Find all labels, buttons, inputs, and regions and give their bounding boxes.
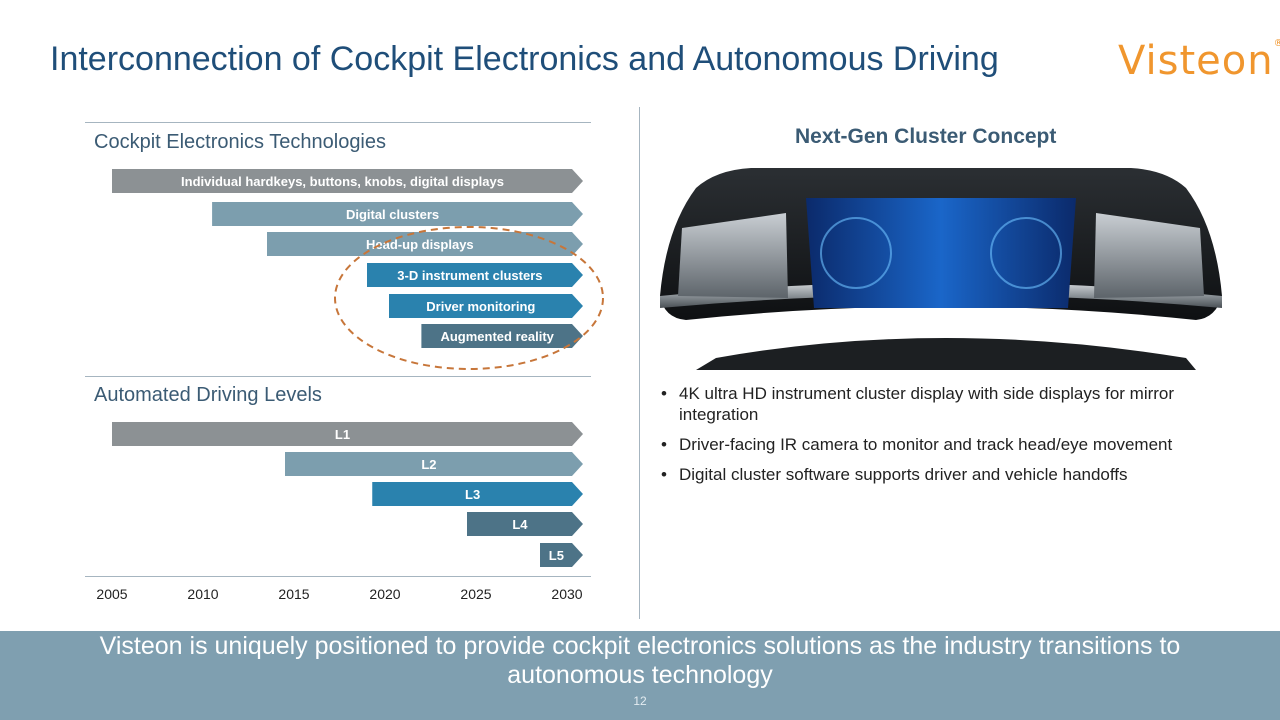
divider-top xyxy=(85,122,591,123)
logo-mark: ® xyxy=(1273,37,1280,49)
footer-statement: Visteon is uniquely positioned to provid… xyxy=(99,632,1181,689)
year-label: 2005 xyxy=(96,586,128,602)
logo-text: Visteon xyxy=(1118,38,1274,84)
bullet-dot-icon: • xyxy=(661,384,667,403)
bullet-text: Digital cluster software supports driver… xyxy=(679,465,1128,484)
bullet-text: Driver-facing IR camera to monitor and t… xyxy=(679,435,1173,454)
highlight-ellipse xyxy=(334,226,604,370)
year-label: 2020 xyxy=(369,586,401,602)
bullet-item: • Driver-facing IR camera to monitor and … xyxy=(658,434,1248,455)
year-label: 2015 xyxy=(278,586,310,602)
year-label: 2030 xyxy=(551,586,583,602)
cluster-display-image xyxy=(660,168,1222,370)
vertical-divider xyxy=(639,107,640,619)
year-label: 2010 xyxy=(187,586,219,602)
driving-level-bar: L5 xyxy=(540,543,583,567)
cockpit-timeline-bar: Driver monitoring xyxy=(389,294,583,318)
driving-level-bar: L2 xyxy=(285,452,583,476)
bullet-item: • Digital cluster software supports drive… xyxy=(658,464,1248,485)
bullet-dot-icon: • xyxy=(661,465,667,484)
divider-middle xyxy=(85,376,591,377)
bullet-item: • 4K ultra HD instrument cluster display … xyxy=(658,383,1248,425)
driving-level-bar: L1 xyxy=(112,422,583,446)
cockpit-timeline-bar: Digital clusters xyxy=(212,202,583,226)
cockpit-timeline-bar: 3-D instrument clusters xyxy=(367,263,583,287)
bullet-text: 4K ultra HD instrument cluster display w… xyxy=(679,384,1175,424)
driving-level-bar: L3 xyxy=(372,482,583,506)
cockpit-timeline-bar: Augmented reality xyxy=(421,324,583,348)
slide-title: Interconnection of Cockpit Electronics a… xyxy=(50,40,999,78)
page-number: 12 xyxy=(633,694,647,708)
bullet-dot-icon: • xyxy=(661,435,667,454)
cockpit-timeline-bar: Individual hardkeys, buttons, knobs, dig… xyxy=(112,169,583,193)
year-label: 2025 xyxy=(460,586,492,602)
driving-level-bar: L4 xyxy=(467,512,583,536)
concept-title: Next-Gen Cluster Concept xyxy=(795,125,1057,148)
visteon-logo: Visteon® xyxy=(1118,38,1280,84)
driving-section-title: Automated Driving Levels xyxy=(94,384,322,406)
feature-list: • 4K ultra HD instrument cluster display … xyxy=(658,383,1248,494)
divider-bottom xyxy=(85,576,591,577)
cockpit-section-title: Cockpit Electronics Technologies xyxy=(94,131,387,153)
cockpit-timeline-bar: Head-up displays xyxy=(267,232,583,256)
footer-banner xyxy=(0,631,1280,720)
